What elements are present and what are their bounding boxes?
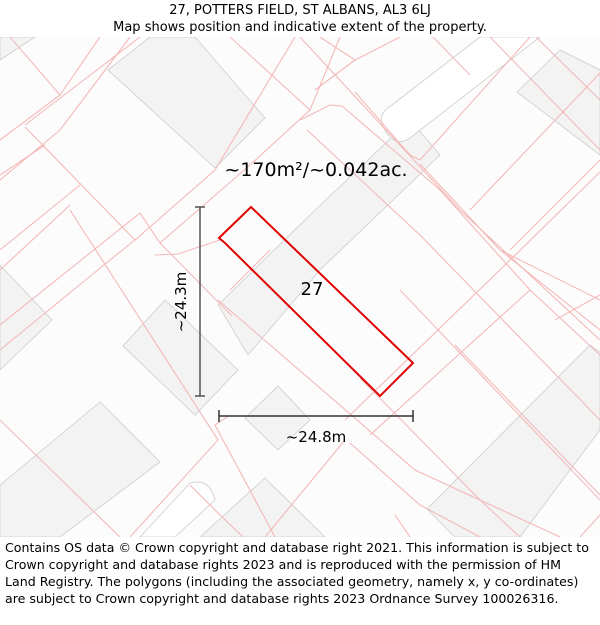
buildings [0,37,600,537]
map-header: 27, POTTERS FIELD, ST ALBANS, AL3 6LJ Ma… [0,0,600,37]
map-description: Map shows position and indicative extent… [113,20,487,35]
property-boundary[interactable] [217,205,415,398]
vertical-dimension-label: ~24.3m [172,272,190,333]
parcel-lines [0,37,600,537]
road-outlines [139,37,541,537]
copyright-attribution: Contains OS data © Crown copyright and d… [5,540,589,606]
area-label: ~170m²/~0.042ac. [224,159,407,181]
property-map[interactable]: ~170m²/~0.042ac. 27 ~24.3m ~24.8m [0,37,600,537]
property-address: 27, POTTERS FIELD, ST ALBANS, AL3 6LJ [169,3,431,18]
vertical-dimension [195,206,205,397]
plot-number-label: 27 [301,279,324,300]
horizontal-dimension [218,410,414,422]
horizontal-dimension-label: ~24.8m [286,428,347,446]
